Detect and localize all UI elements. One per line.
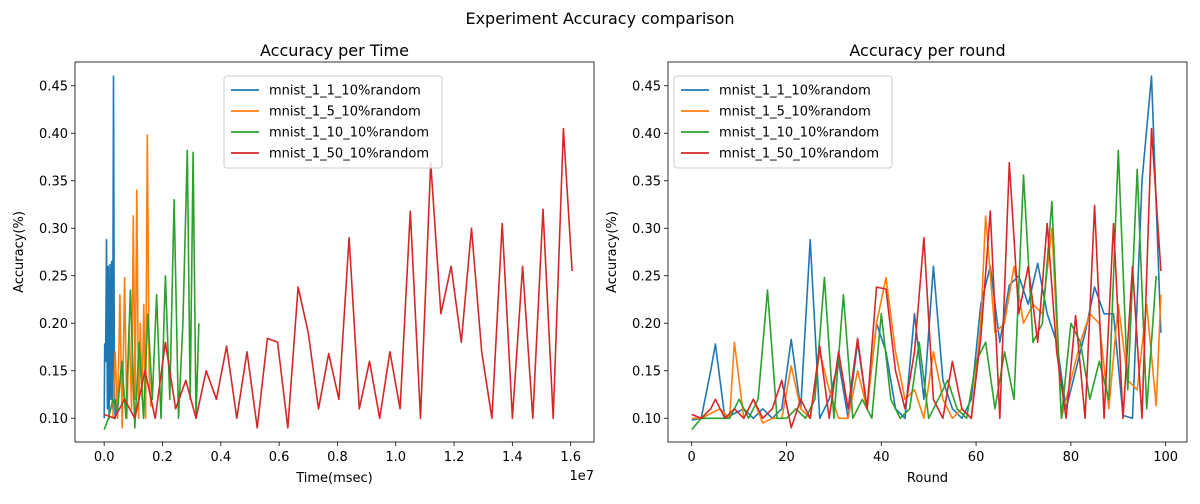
y-axis-label: Accuracy(%) bbox=[12, 211, 27, 293]
x-tick-label: 80 bbox=[1063, 450, 1080, 465]
series-line-3 bbox=[691, 127, 1162, 429]
x-tick-label: 0.4 bbox=[210, 450, 231, 465]
series-line-1 bbox=[112, 134, 152, 429]
y-tick-label: 0.35 bbox=[632, 174, 661, 189]
series-line-2 bbox=[103, 149, 200, 430]
x-tick-label: 0.8 bbox=[327, 450, 348, 465]
axes-title: Accuracy per Time bbox=[260, 41, 409, 60]
x-tick-label: 0 bbox=[688, 450, 696, 465]
legend: mnist_1_1_10%random mnist_1_5_10%randommn… bbox=[223, 75, 443, 169]
x-tick-label: 1.6 bbox=[560, 450, 581, 465]
series-line-2 bbox=[691, 149, 1157, 431]
series-group bbox=[691, 75, 1162, 431]
y-tick-label: 0.15 bbox=[39, 364, 68, 379]
x-tick-label: 20 bbox=[778, 450, 795, 465]
x-tick-label: 0.2 bbox=[152, 450, 173, 465]
y-tick-label: 0.10 bbox=[39, 412, 68, 427]
series-line-1 bbox=[691, 215, 1162, 424]
x-tick-label: 100 bbox=[1153, 450, 1178, 465]
y-tick-label: 0.25 bbox=[39, 269, 68, 284]
series-line-3 bbox=[103, 127, 573, 429]
y-tick-label: 0.30 bbox=[632, 222, 661, 237]
legend-label: mnist_1_10_10%random bbox=[269, 126, 429, 141]
y-tick-label: 0.15 bbox=[632, 364, 661, 379]
x-tick-label: 1.2 bbox=[444, 450, 465, 465]
x-tick-label: 0.0 bbox=[94, 450, 115, 465]
x-axis-label: Round bbox=[907, 471, 948, 486]
y-axis-label: Accuracy(%) bbox=[605, 211, 620, 293]
y-tick-label: 0.45 bbox=[39, 79, 68, 94]
axes-title: Accuracy per round bbox=[849, 41, 1005, 60]
legend-label: mnist_1_5_10%random bbox=[719, 105, 871, 120]
x-axis-label: Time(msec) bbox=[295, 471, 373, 486]
y-tick-label: 0.20 bbox=[39, 317, 68, 332]
y-tick-label: 0.45 bbox=[632, 79, 661, 94]
legend-label: mnist_1_50_10%random bbox=[269, 147, 429, 162]
y-tick-label: 0.40 bbox=[39, 127, 68, 142]
series-line-0 bbox=[103, 75, 117, 420]
chart-panel-1: 0 20 40 60 80 100 0.10 0.15 0.20 0.25 0.30 0.35 0.40… bbox=[605, 41, 1188, 486]
y-tick-label: 0.20 bbox=[632, 317, 661, 332]
x-tick-label: 0.6 bbox=[269, 450, 290, 465]
axes-frame bbox=[74, 61, 595, 443]
axes-frame bbox=[667, 61, 1188, 443]
y-tick-label: 0.35 bbox=[39, 174, 68, 189]
legend-label: mnist_1_10_10%random bbox=[719, 126, 879, 141]
x-tick-label: 60 bbox=[968, 450, 985, 465]
y-tick-label: 0.30 bbox=[39, 222, 68, 237]
x-tick-label: 40 bbox=[873, 450, 890, 465]
x-offset-label: 1e7 bbox=[569, 469, 594, 484]
legend-label: mnist_1_1_10%random bbox=[269, 84, 421, 99]
y-tick-label: 0.40 bbox=[632, 127, 661, 142]
x-tick-label: 1.0 bbox=[385, 450, 406, 465]
chart-panel-0: 0.0 0.2 0.4 0.6 0.8 1.0 1.2 1.4 1.6 0.10 0.15 0.20 0… bbox=[12, 41, 595, 486]
series-group bbox=[103, 75, 573, 430]
legend-label: mnist_1_5_10%random bbox=[269, 105, 421, 120]
series-line-0 bbox=[691, 75, 1162, 421]
legend: mnist_1_1_10%random mnist_1_5_10%randommn… bbox=[673, 75, 893, 169]
figure-suptitle: Experiment Accuracy comparison bbox=[465, 9, 734, 28]
x-tick-label: 1.4 bbox=[502, 450, 523, 465]
legend-label: mnist_1_50_10%random bbox=[719, 147, 879, 162]
y-tick-label: 0.10 bbox=[632, 412, 661, 427]
y-tick-label: 0.25 bbox=[632, 269, 661, 284]
legend-box bbox=[223, 75, 443, 169]
legend-label: mnist_1_1_10%random bbox=[719, 84, 871, 99]
legend-box bbox=[673, 75, 893, 169]
